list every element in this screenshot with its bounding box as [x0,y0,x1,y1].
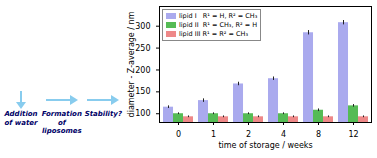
html-text:lipid II R¹ = CH₃, R² = H: lipid II R¹ = CH₃, R² = H [179,20,258,29]
svg-text:2: 2 [246,130,251,139]
svg-text:300: 300 [135,22,150,31]
svg-text:100: 100 [135,109,150,118]
html-text:lipid I R¹ = H, R² = CH₃: lipid I R¹ = H, R² = CH₃ [179,12,258,20]
html-text:Addition of water: Addition of water [4,109,38,127]
svg-text:4: 4 [281,130,286,139]
svg-text:250: 250 [135,44,150,53]
svg-text:1: 1 [211,130,216,139]
svg-text:200: 200 [135,66,150,75]
svg-text:150: 150 [135,87,150,96]
svg-text:diameter - Z-average / nm: diameter - Z-average / nm [127,11,136,117]
svg-text:0: 0 [176,130,181,139]
html-text:Stability?: Stability? [84,109,122,118]
html-text:Formation of liposomes: Formation of liposomes [41,109,82,136]
svg-text:8: 8 [316,130,321,139]
svg-text:12: 12 [348,130,358,139]
svg-text:time of storage / weeks: time of storage / weeks [218,141,312,150]
html-text:lipid III R¹ = R² = CH₃: lipid III R¹ = R² = CH₃ [179,29,248,38]
